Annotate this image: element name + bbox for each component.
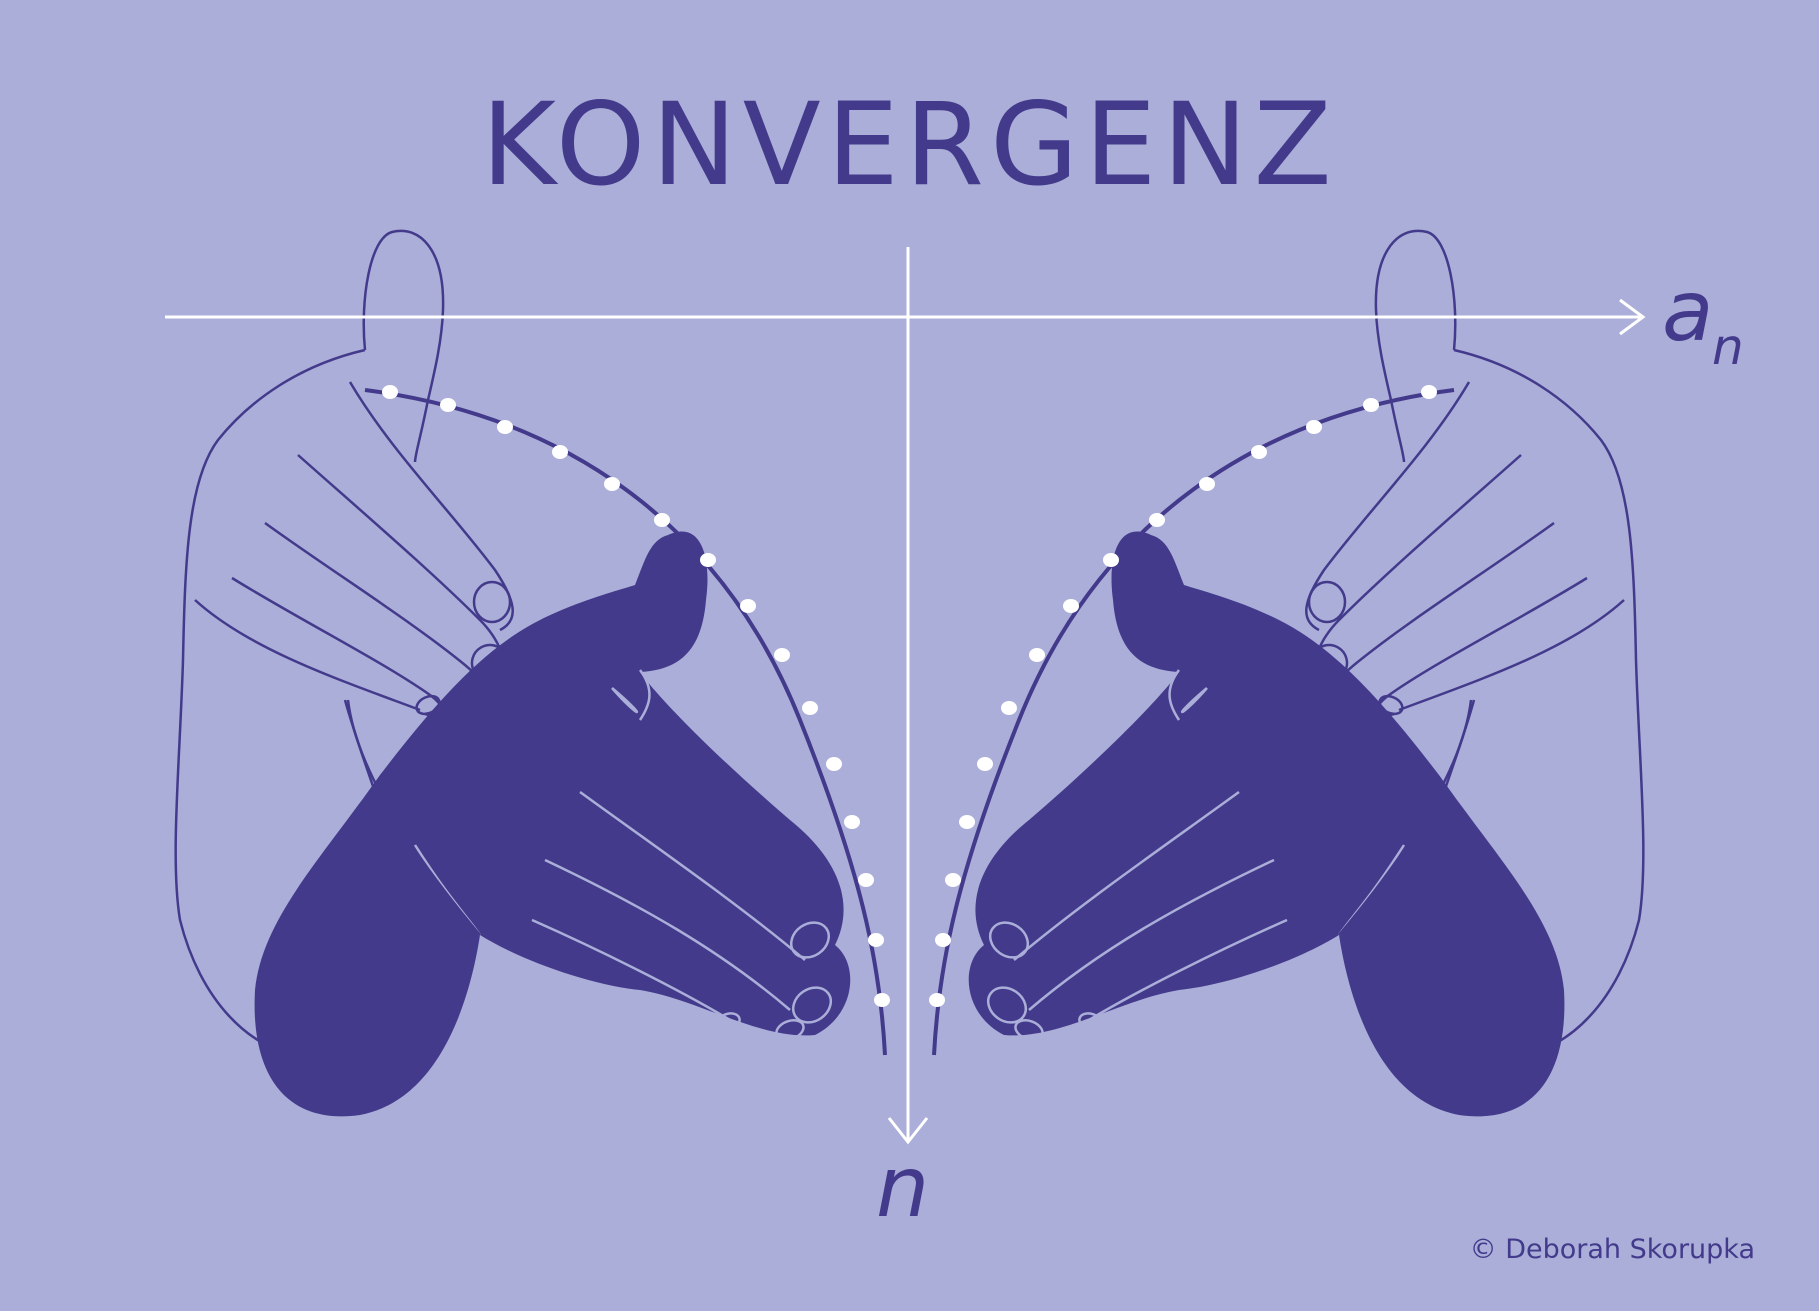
copyright-credit: © Deborah Skorupka <box>1469 1234 1755 1265</box>
horizontal-axis-arrowhead <box>1619 298 1646 336</box>
vertical-axis-arrowhead <box>887 1117 929 1145</box>
page-title: KONVERGENZ <box>481 78 1338 211</box>
axes <box>165 247 1646 1145</box>
right-hand-outline-icon <box>927 228 1646 1119</box>
left-hand-outline-icon <box>173 228 892 1119</box>
horizontal-axis-label: a <box>1662 262 1714 360</box>
vertical-axis-label: n <box>876 1138 930 1236</box>
horizontal-axis-label-subscript: n <box>1712 318 1744 376</box>
